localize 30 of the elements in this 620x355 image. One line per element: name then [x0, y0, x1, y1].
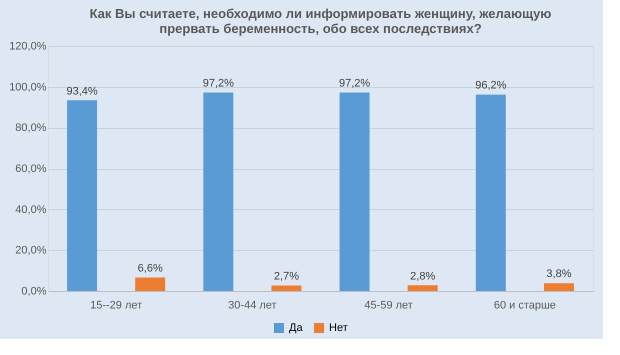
y-tick-label: 20,0% [15, 244, 47, 257]
bar [203, 92, 234, 291]
y-tick-label: 100,0% [9, 81, 47, 94]
x-tick-label: 15--29 лет [90, 300, 142, 312]
y-tick-label: 0,0% [21, 286, 47, 298]
bar [544, 283, 574, 291]
y-tick-label: 60,0% [15, 163, 47, 175]
x-tick-label: 30-44 лет [228, 300, 277, 312]
legend-label: Нет [329, 322, 348, 334]
data-label: 97,2% [202, 78, 234, 90]
bar [340, 92, 370, 291]
bar [67, 100, 98, 291]
data-label: 93,4% [66, 85, 98, 98]
chart-title: Как Вы считаете, необходимо ли информировать женщину, желающую прервать беременность, обо всех последствиях? [90, 6, 552, 36]
y-tick-label: 120,0% [9, 40, 47, 52]
bar [135, 278, 166, 291]
legend-label: Да [289, 322, 304, 334]
data-label: 3,8% [546, 268, 572, 280]
x-tick-label: 45-59 лет [364, 300, 413, 312]
data-label: 97,2% [338, 78, 370, 90]
x-tick-label: 60 и старше [494, 300, 556, 312]
bar [476, 94, 506, 291]
data-label: 2,7% [274, 270, 300, 282]
y-tick-label: 40,0% [15, 204, 47, 216]
bar [271, 285, 302, 291]
data-label: 96,2% [475, 80, 507, 92]
y-tick-label: 80,0% [15, 122, 47, 134]
data-label: 6,6% [138, 262, 163, 275]
data-label: 2,8% [410, 270, 436, 282]
bar [408, 285, 438, 291]
